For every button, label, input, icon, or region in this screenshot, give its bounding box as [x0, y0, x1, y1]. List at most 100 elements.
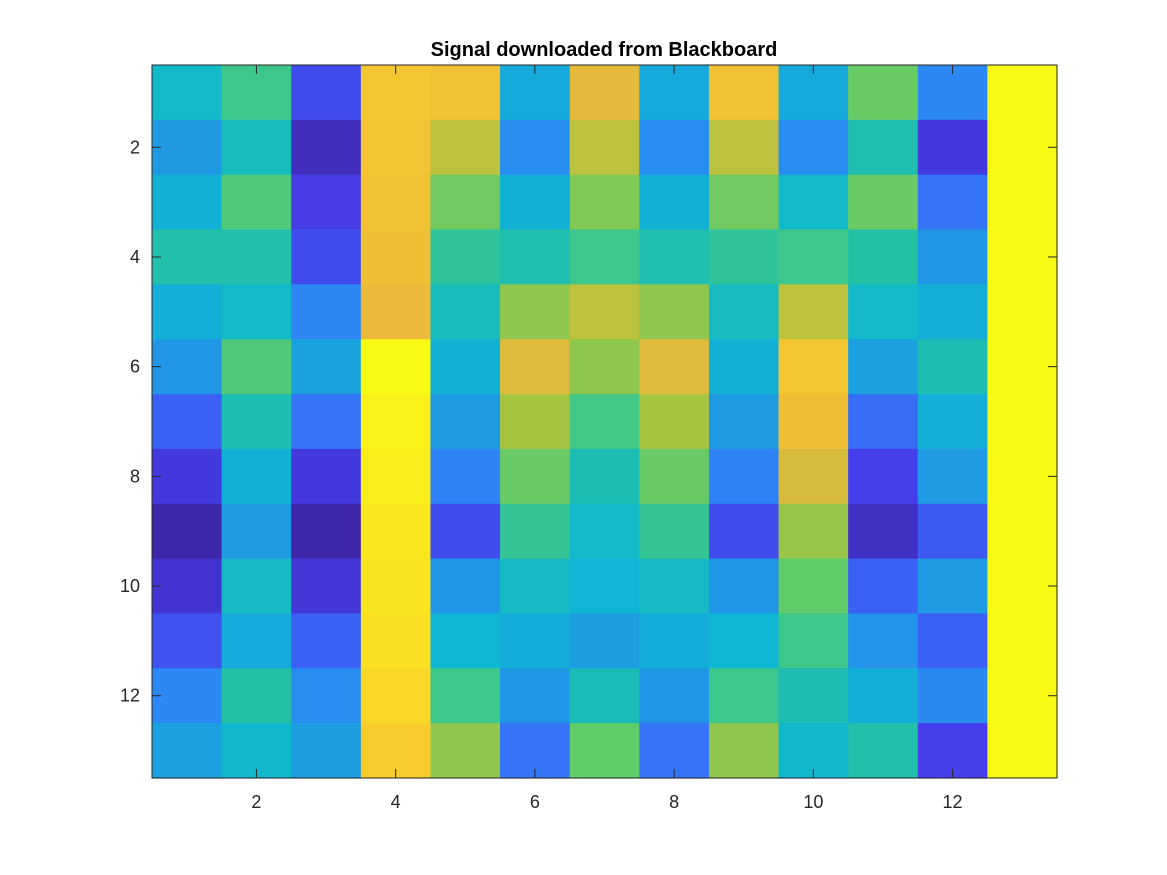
- heatmap-cell: [708, 503, 780, 560]
- heatmap-cell: [569, 394, 640, 450]
- heatmap-cell: [360, 558, 432, 615]
- heatmap-cell: [917, 448, 988, 505]
- heatmap-cell: [987, 119, 1058, 176]
- heatmap-cell: [639, 503, 710, 560]
- heatmap-cell: [291, 668, 362, 724]
- heatmap-cell: [152, 668, 223, 724]
- heatmap-cell: [221, 284, 292, 340]
- heatmap-cell: [152, 339, 223, 395]
- heatmap-cell: [639, 284, 710, 340]
- heatmap-cell: [917, 65, 988, 121]
- heatmap-cell: [987, 558, 1058, 615]
- heatmap-cell: [987, 284, 1058, 340]
- heatmap-cell: [360, 339, 432, 395]
- heatmap-cell: [708, 65, 780, 121]
- heatmap-cell: [569, 174, 640, 231]
- heatmap-cell: [639, 448, 710, 505]
- heatmap-cell: [708, 174, 780, 231]
- heatmap-cell: [360, 65, 432, 121]
- heatmap-cell: [987, 448, 1058, 505]
- heatmap-cell: [152, 284, 223, 340]
- heatmap-cell: [291, 723, 362, 779]
- heatmap-cell: [569, 503, 640, 560]
- heatmap-cell: [778, 174, 849, 231]
- heatmap-cell: [639, 668, 710, 724]
- y-tick-label: 6: [130, 357, 140, 377]
- heatmap-cell: [848, 503, 919, 560]
- heatmap-cell: [291, 558, 362, 615]
- heatmap-cell: [221, 339, 292, 395]
- heatmap-cell: [708, 668, 780, 724]
- heatmap-cell: [152, 613, 223, 669]
- heatmap-cell: [848, 65, 919, 121]
- heatmap-cell: [291, 229, 362, 285]
- y-tick-label: 4: [130, 247, 140, 267]
- heatmap-cell: [848, 668, 919, 724]
- heatmap-cell: [360, 284, 432, 340]
- heatmap-cell: [917, 394, 988, 450]
- heatmap-cell: [917, 503, 988, 560]
- heatmap-cell: [152, 723, 223, 779]
- heatmap-cell: [848, 119, 919, 176]
- heatmap-cell: [500, 668, 571, 724]
- heatmap-cell: [569, 229, 640, 285]
- heatmap-cell: [500, 65, 571, 121]
- heatmap-cell: [500, 394, 571, 450]
- heatmap-cell: [848, 284, 919, 340]
- heatmap-cell: [639, 174, 710, 231]
- x-tick-label: 4: [391, 792, 401, 812]
- heatmap-cell: [430, 668, 501, 724]
- heatmap-cell: [917, 613, 988, 669]
- heatmap-cell: [152, 65, 223, 121]
- heatmap-cell: [708, 723, 780, 779]
- heatmap-cell: [360, 668, 432, 724]
- heatmap-cell: [778, 668, 849, 724]
- heatmap-cell: [291, 339, 362, 395]
- plot-box: [151, 64, 1058, 779]
- heatmap-cell: [152, 448, 223, 505]
- heatmap-cell: [778, 119, 849, 176]
- y-tick-label: 10: [120, 576, 140, 596]
- heatmap-cell: [430, 503, 501, 560]
- heatmap-cell: [569, 448, 640, 505]
- heatmap-cell: [430, 394, 501, 450]
- heatmap-cell: [500, 613, 571, 669]
- heatmap-cell: [708, 119, 780, 176]
- heatmap-cell: [360, 394, 432, 450]
- heatmap-cell: [291, 65, 362, 121]
- heatmap-cell: [221, 668, 292, 724]
- heatmap-cell: [848, 448, 919, 505]
- heatmap-cell: [221, 174, 292, 231]
- heatmap-cell: [778, 339, 849, 395]
- x-tick-label: 8: [669, 792, 679, 812]
- heatmap-cell: [987, 613, 1058, 669]
- heatmap-cell: [500, 339, 571, 395]
- heatmap-cell: [360, 174, 432, 231]
- heatmap-cell: [917, 668, 988, 724]
- heatmap-cell: [221, 229, 292, 285]
- heatmap-cell: [569, 613, 640, 669]
- heatmap-cell: [848, 339, 919, 395]
- heatmap-cell: [500, 503, 571, 560]
- heatmap-cell: [778, 503, 849, 560]
- heatmap-cell: [778, 558, 849, 615]
- heatmap-cell: [987, 503, 1058, 560]
- heatmap-cell: [987, 668, 1058, 724]
- heatmap-cell: [987, 65, 1058, 121]
- heatmap-cell: [708, 229, 780, 285]
- heatmap-cell: [987, 394, 1058, 450]
- heatmap-cell: [848, 394, 919, 450]
- heatmap-cell: [569, 339, 640, 395]
- heatmap-cell: [569, 558, 640, 615]
- heatmap-cell: [291, 503, 362, 560]
- heatmap-cell: [291, 394, 362, 450]
- heatmap-cell: [639, 558, 710, 615]
- heatmap-cell: [778, 448, 849, 505]
- x-tick-label: 10: [803, 792, 823, 812]
- y-tick-label: 2: [130, 137, 140, 157]
- heatmap-cell: [987, 229, 1058, 285]
- heatmap-cell: [500, 229, 571, 285]
- heatmap-cell: [917, 119, 988, 176]
- heatmap-cell: [917, 174, 988, 231]
- heatmap-cell: [360, 229, 432, 285]
